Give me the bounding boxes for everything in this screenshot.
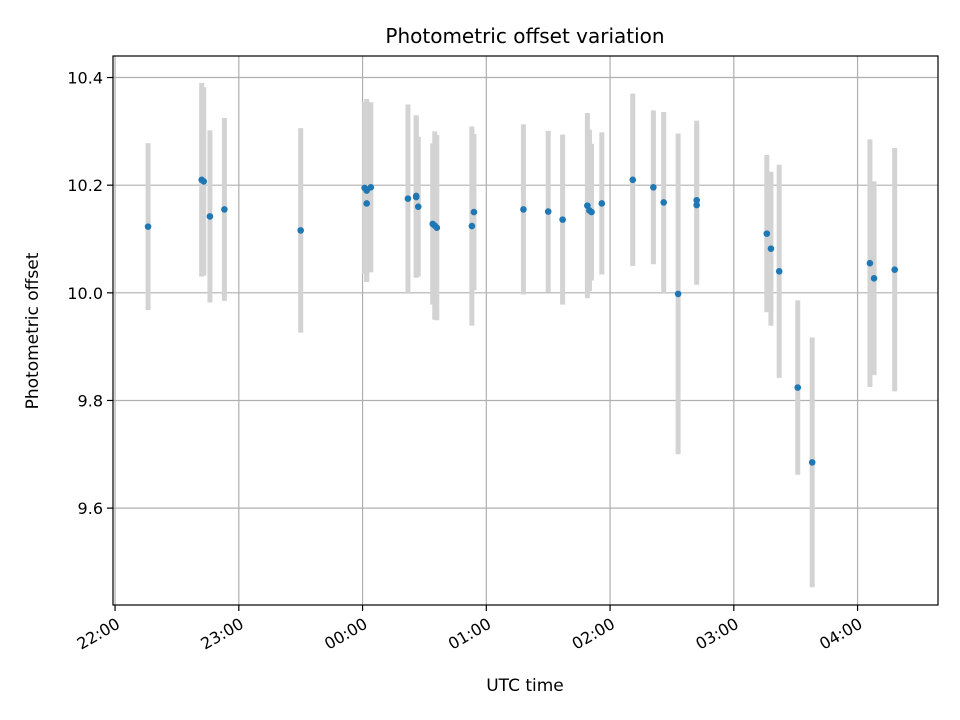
data-point	[559, 216, 566, 223]
data-point	[674, 290, 682, 298]
data-point	[414, 203, 422, 211]
data-point	[763, 230, 771, 237]
x-tick-label: 03:00	[692, 614, 741, 654]
x-tick-label: 04:00	[816, 614, 865, 654]
data-point	[297, 227, 304, 234]
data-point	[598, 200, 606, 207]
y-tick-label: 10.2	[67, 176, 103, 195]
data-point	[520, 206, 527, 213]
chart-title: Photometric offset variation	[385, 24, 664, 48]
y-tick-label: 9.8	[78, 391, 103, 410]
data-point	[470, 208, 478, 216]
data-point	[870, 274, 878, 282]
data-points	[144, 176, 898, 466]
data-point	[775, 267, 783, 275]
data-point	[808, 459, 816, 466]
data-point	[794, 384, 802, 391]
x-tick-label: 02:00	[569, 614, 618, 654]
data-point	[412, 192, 420, 200]
data-point	[200, 178, 208, 185]
y-axis-label: Photometric offset	[23, 252, 43, 409]
y-tick-label: 10.4	[67, 69, 103, 88]
data-point	[891, 266, 898, 273]
y-axis-ticks: 9.6 9.8 10.0 10.2 10.4	[67, 69, 113, 518]
data-point	[468, 222, 476, 230]
data-point	[544, 208, 552, 215]
data-point	[404, 195, 412, 202]
data-point	[693, 201, 700, 209]
plot-area-frame	[112, 55, 939, 606]
x-tick-label: 00:00	[321, 614, 370, 654]
data-point	[866, 259, 874, 267]
data-point	[367, 184, 375, 191]
y-tick-label: 10.0	[67, 284, 103, 303]
data-point	[588, 208, 595, 216]
data-point	[363, 200, 370, 207]
x-axis-ticks: 22:00 23:00 00:00 01:00 02:00 03:00 04:00	[74, 605, 866, 654]
data-point	[221, 206, 228, 213]
data-point	[433, 224, 441, 231]
data-point	[629, 176, 637, 184]
error-bars	[145, 82, 898, 588]
x-tick-label: 01:00	[445, 614, 494, 654]
data-point	[650, 184, 657, 191]
x-axis-label: UTC time	[486, 676, 564, 696]
x-tick-label: 22:00	[74, 614, 123, 654]
data-point	[660, 199, 667, 206]
data-point	[206, 213, 214, 220]
y-tick-label: 9.6	[78, 499, 103, 518]
data-point	[144, 223, 152, 230]
x-tick-label: 23:00	[197, 614, 246, 654]
data-point	[767, 245, 775, 252]
data-point	[693, 196, 700, 204]
